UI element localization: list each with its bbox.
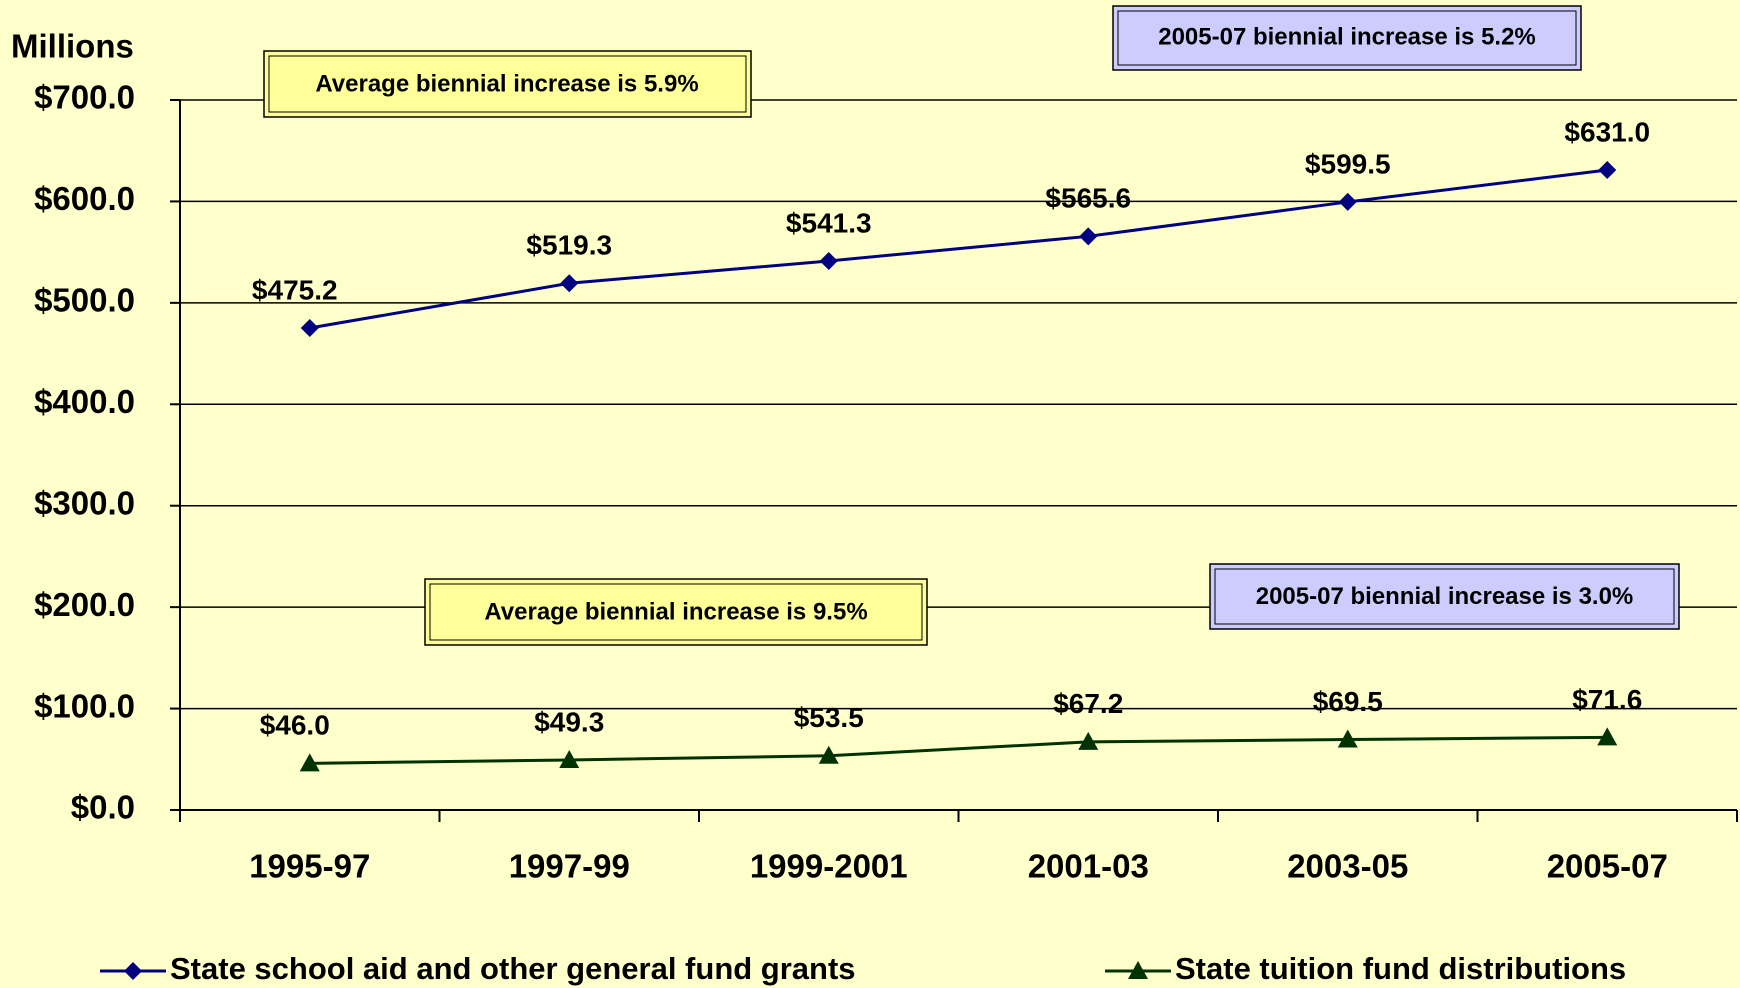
y-tick-label: $100.0: [34, 687, 135, 724]
marker: [1338, 192, 1357, 211]
data-label: $565.6: [1045, 183, 1131, 214]
data-label: $53.5: [794, 702, 864, 733]
y-tick-label: $200.0: [34, 586, 135, 623]
x-tick-label: 1995-97: [249, 848, 370, 885]
data-label: $599.5: [1305, 148, 1391, 179]
annotation-box-border: [268, 55, 747, 113]
data-label: $541.3: [786, 207, 872, 238]
data-label: $46.0: [260, 710, 330, 741]
data-label: $71.6: [1572, 684, 1642, 715]
annotation-box-border: [429, 583, 923, 641]
y-tick-label: $700.0: [34, 79, 135, 116]
y-tick-label: $300.0: [34, 484, 135, 521]
y-tick-label: $500.0: [34, 282, 135, 319]
y-tick-label: $600.0: [34, 180, 135, 217]
annotation: Average biennial increase is 9.5%: [484, 598, 867, 625]
legend-label: State school aid and other general fund …: [170, 951, 856, 986]
annotations: Average biennial increase is 5.9% 2005-0…: [263, 5, 1582, 118]
annotation-box: [1112, 5, 1582, 71]
legend-marker: [124, 962, 142, 980]
legend-marker: [1128, 961, 1148, 979]
data-label: $67.2: [1053, 688, 1123, 719]
marker: [1078, 731, 1099, 750]
data-label: $49.3: [534, 706, 604, 737]
annotation: 2005-07 biennial increase is 3.0%: [1256, 583, 1634, 610]
annotation-box: [424, 578, 928, 646]
annotation-box: [263, 50, 752, 118]
marker: [1337, 729, 1358, 748]
marker: [1597, 727, 1618, 746]
x-tick-label: 2001-03: [1028, 848, 1149, 885]
marker: [1079, 227, 1098, 246]
annotation: Average biennial increase is 5.9%: [315, 70, 698, 97]
annotation: 2005-07 biennial increase is 5.2%: [1158, 23, 1536, 50]
data-label: $631.0: [1564, 116, 1650, 147]
x-tick-label: 1999-2001: [750, 848, 908, 885]
series-line: [309, 735, 1608, 765]
marker: [300, 319, 319, 338]
data-label: $69.5: [1313, 686, 1383, 717]
marker: [1598, 160, 1617, 179]
data-label: $475.2: [252, 274, 338, 305]
marker: [560, 274, 579, 293]
annotation-box-border: [1117, 10, 1577, 66]
x-tick-label: 2003-05: [1287, 848, 1408, 885]
annotation-box-border: [1214, 568, 1675, 625]
marker: [559, 749, 580, 768]
annotation-box: [1209, 563, 1680, 630]
y-tick-label: $0.0: [71, 789, 135, 826]
marker: [818, 745, 839, 764]
data-label: $519.3: [526, 230, 612, 261]
marker: [299, 753, 320, 772]
legend-label: State tuition fund distributions: [1175, 951, 1626, 986]
marker: [819, 251, 838, 270]
x-tick-label: 1997-99: [509, 848, 630, 885]
x-tick-label: 2005-07: [1547, 848, 1668, 885]
y-tick-label: $400.0: [34, 383, 135, 420]
y-axis-label: Millions: [11, 28, 134, 65]
series-line: [309, 168, 1608, 330]
